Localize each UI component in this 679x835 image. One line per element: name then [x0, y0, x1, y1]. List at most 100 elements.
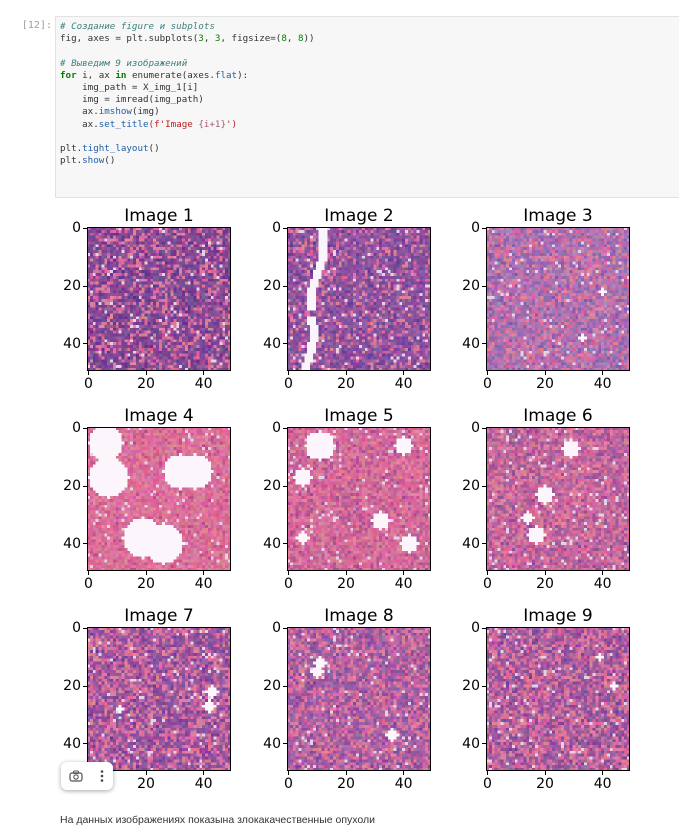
x-tick-label: 0 — [283, 376, 293, 392]
x-tick — [287, 571, 289, 575]
code-token: # Создание figure и subplots — [60, 21, 215, 32]
axes-frame — [87, 227, 231, 371]
image-panel — [87, 627, 231, 771]
markdown-text: На данных изображениях показына злокакач… — [60, 814, 376, 826]
y-tick-label: 20 — [63, 678, 81, 695]
panel-title: Image 2 — [324, 206, 394, 226]
x-tick-label: 40 — [194, 376, 213, 392]
x-tick — [544, 371, 546, 375]
y-tick-label: 40 — [63, 335, 81, 352]
x-tick — [87, 371, 89, 375]
x-tick-label: 20 — [536, 376, 554, 392]
code-token: plt. — [60, 142, 83, 154]
x-tick-label: 40 — [593, 576, 612, 592]
code-token: , — [203, 33, 215, 45]
y-tick-label: 40 — [462, 335, 480, 352]
y-tick-label: 0 — [72, 420, 81, 437]
x-tick-label: 20 — [337, 576, 355, 592]
code-token: imshow — [98, 106, 132, 118]
code-token: )) — [303, 33, 315, 45]
code-line: ax.set_title(f'Image {i+1}') — [60, 119, 315, 131]
image-panel — [287, 227, 431, 371]
code-token: 8 — [281, 33, 287, 45]
y-tick — [482, 227, 486, 229]
code-line: # Создание figure и subplots — [60, 21, 315, 33]
x-tick-label: 40 — [194, 576, 213, 592]
code-token: in — [115, 69, 127, 81]
axes-frame — [87, 627, 231, 771]
x-tick — [345, 771, 347, 775]
tissue-image — [87, 627, 231, 771]
y-tick-label: 0 — [72, 620, 81, 637]
image-panel — [486, 227, 630, 371]
camera-icon[interactable] — [69, 770, 83, 782]
y-tick-label: 40 — [263, 535, 281, 552]
y-tick — [283, 627, 287, 629]
code-token: , figsize=( — [220, 33, 282, 45]
panel-title: Image 1 — [124, 206, 194, 226]
code-cell[interactable]: # Создание figure и subplots fig, axes = … — [55, 16, 679, 198]
code-editor[interactable]: # Создание figure и subplots fig, axes = … — [60, 21, 315, 167]
code-token: # Выведим 9 изображений — [60, 57, 188, 69]
x-tick — [203, 571, 205, 575]
code-line: ax.imshow(img) — [60, 106, 315, 118]
y-tick — [482, 427, 486, 429]
axes-frame — [87, 427, 231, 571]
x-tick — [602, 771, 604, 775]
code-token: img_path = X_img_1[i] — [60, 81, 199, 93]
y-tick — [482, 627, 486, 629]
y-tick — [283, 543, 287, 545]
y-tick — [83, 285, 87, 287]
x-tick — [486, 571, 488, 575]
x-tick — [403, 371, 405, 375]
x-tick — [403, 771, 405, 775]
code-token: show — [82, 155, 105, 167]
x-tick — [486, 771, 488, 775]
y-tick-label: 40 — [462, 535, 480, 552]
y-tick — [283, 485, 287, 487]
x-tick-label: 40 — [194, 776, 213, 792]
axes-frame — [287, 427, 431, 571]
y-tick-label: 0 — [471, 420, 480, 437]
y-tick-label: 0 — [272, 220, 281, 237]
code-line: # Выведим 9 изображений — [60, 58, 315, 70]
x-tick — [544, 771, 546, 775]
y-tick — [482, 285, 486, 287]
code-token: , — [286, 33, 298, 45]
code-token: (f'Image — [148, 118, 199, 130]
image-panel — [287, 627, 431, 771]
code-token: tight_layout — [82, 142, 149, 154]
code-token: 3 — [214, 33, 221, 45]
y-tick — [83, 627, 87, 629]
x-tick-label: 40 — [394, 376, 413, 392]
x-tick-label: 20 — [337, 376, 355, 392]
image-panel — [486, 627, 630, 771]
x-tick-label: 0 — [482, 376, 492, 392]
y-tick — [83, 543, 87, 545]
y-tick-label: 40 — [63, 535, 81, 552]
code-token: ax. — [60, 118, 99, 130]
code-token: ') — [226, 118, 238, 130]
y-tick — [283, 743, 287, 745]
code-line — [60, 131, 315, 143]
y-tick-label: 20 — [263, 278, 281, 295]
x-tick — [544, 571, 546, 575]
code-token: enumerate(axes. — [126, 69, 215, 81]
panel-title: Image 7 — [124, 606, 194, 626]
more-icon[interactable] — [99, 769, 105, 783]
x-tick — [87, 571, 89, 575]
x-tick — [602, 571, 604, 575]
code-line: plt.show() — [60, 155, 315, 167]
x-tick-label: 20 — [137, 376, 155, 392]
code-token: (img) — [131, 106, 160, 118]
y-tick-label: 20 — [462, 478, 480, 495]
cell-prompt: [12]: — [21, 20, 52, 31]
y-tick-label: 40 — [63, 735, 81, 752]
output-toolbar — [61, 762, 113, 790]
y-tick — [482, 343, 486, 345]
code-line: img = imread(img_path) — [60, 94, 315, 106]
x-tick-label: 20 — [536, 576, 554, 592]
x-tick — [203, 371, 205, 375]
x-tick-label: 40 — [593, 376, 612, 392]
x-tick — [602, 371, 604, 375]
